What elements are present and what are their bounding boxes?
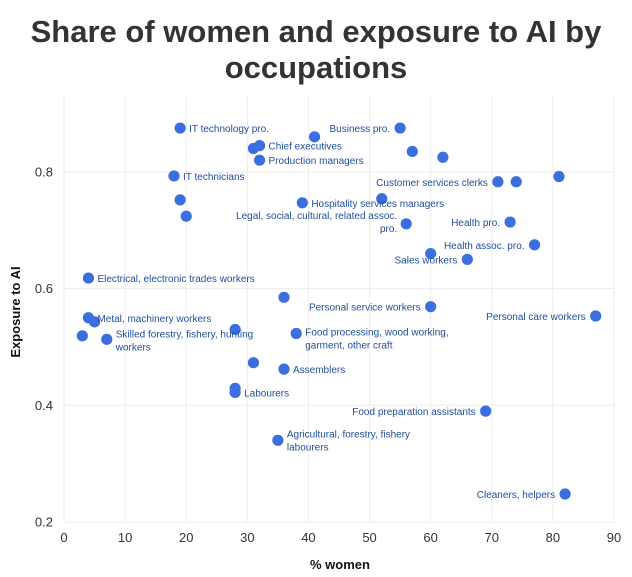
point-label: Food preparation assistants [352, 407, 475, 418]
data-point[interactable] [510, 176, 522, 188]
x-tick-label: 20 [179, 530, 193, 545]
x-tick-label: 60 [423, 530, 437, 545]
x-axis-title: % women [310, 557, 370, 572]
point-label: Assemblers [293, 365, 345, 376]
chart-title: Share of women and exposure to AI by occ… [0, 14, 632, 86]
point-label: Personal service workers [309, 303, 421, 314]
data-points [76, 122, 602, 500]
point-label: IT technicians [183, 172, 245, 183]
point-label: Chief executives [269, 142, 342, 153]
y-axis-title: Exposure to AI [8, 266, 23, 357]
y-tick-label: 0.2 [35, 515, 53, 530]
data-point[interactable] [425, 301, 437, 313]
point-label: Health pro. [451, 218, 500, 229]
data-point[interactable] [247, 142, 260, 155]
chart-title-line-2: occupations [224, 50, 408, 85]
y-axis-ticks: 0.2 0.4 0.6 0.8 [35, 164, 53, 529]
data-point[interactable] [88, 316, 101, 328]
data-point[interactable] [229, 386, 241, 399]
data-point[interactable] [492, 176, 504, 188]
chart-title-line-1: Share of women and exposure to AI by [30, 14, 602, 49]
data-point[interactable] [437, 151, 449, 163]
y-tick-label: 0.6 [35, 281, 53, 296]
data-point[interactable] [76, 330, 88, 342]
point-label: Labourers [244, 388, 289, 399]
x-tick-label: 80 [546, 530, 560, 545]
point-label: Cleaners, helpers [477, 490, 555, 501]
data-point[interactable] [180, 210, 192, 222]
data-point[interactable] [480, 405, 492, 417]
point-label: Hospitality services managers [311, 199, 444, 210]
point-label: Health assoc. pro. [444, 241, 525, 252]
point-label: Customer services clerks [376, 178, 488, 189]
point-label: Personal care workers [486, 312, 585, 323]
data-point[interactable] [308, 131, 321, 143]
data-point[interactable] [101, 333, 113, 345]
x-tick-label: 40 [301, 530, 315, 545]
data-point[interactable] [168, 170, 180, 182]
point-label: Production managers [269, 156, 364, 167]
point-label: Metal, machinery workers [97, 314, 211, 325]
data-point[interactable] [296, 197, 308, 209]
data-point[interactable] [82, 272, 95, 284]
point-label: Sales workers [395, 255, 458, 266]
x-tick-label: 50 [362, 530, 376, 545]
data-point[interactable] [461, 253, 473, 265]
data-point[interactable] [278, 363, 290, 375]
x-tick-label: 30 [240, 530, 254, 545]
data-point[interactable] [553, 170, 565, 183]
y-tick-label: 0.4 [35, 398, 53, 413]
data-point[interactable] [376, 193, 388, 205]
data-point[interactable] [528, 239, 541, 251]
data-point[interactable] [394, 122, 406, 134]
data-point[interactable] [278, 291, 290, 303]
point-label: Skilled forestry, fishery, hunting worker… [115, 329, 253, 353]
point-label: Agricultural, forestry, fishery labourers [287, 429, 410, 453]
data-point[interactable] [247, 357, 260, 369]
point-label: Business pro. [330, 124, 391, 135]
x-tick-label: 70 [485, 530, 499, 545]
data-point[interactable] [174, 194, 186, 206]
data-point[interactable] [425, 247, 437, 260]
point-label: Electrical, electronic trades workers [97, 274, 254, 285]
data-point[interactable] [504, 216, 516, 228]
data-point[interactable] [174, 122, 186, 134]
data-point[interactable] [272, 434, 284, 446]
x-axis-ticks: 0 10 20 30 40 50 60 70 80 90 [60, 530, 621, 545]
data-point[interactable] [290, 327, 302, 340]
point-labels: IT technology pro. Business pro. Chief exe… [97, 124, 585, 501]
data-point[interactable] [559, 488, 571, 500]
data-point[interactable] [406, 145, 418, 158]
x-tick-label: 90 [607, 530, 621, 545]
data-point[interactable] [400, 218, 412, 230]
point-label: Food processing, wood working, garment, o… [305, 328, 448, 352]
x-tick-label: 10 [118, 530, 132, 545]
data-point[interactable] [253, 154, 266, 166]
x-tick-label: 0 [60, 530, 67, 545]
point-label: IT technology pro. [189, 124, 269, 135]
y-tick-label: 0.8 [35, 164, 53, 179]
data-point[interactable] [590, 310, 602, 322]
data-point[interactable] [229, 323, 241, 336]
point-label: Legal, social, cultural, related assoc. p… [236, 211, 397, 235]
